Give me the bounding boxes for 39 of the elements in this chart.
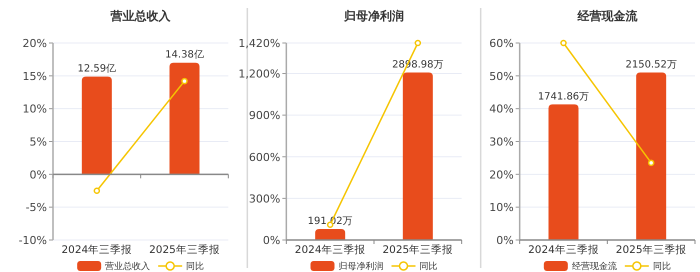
y-tick-label: 15% (22, 70, 47, 83)
legend-label: 营业总收入 (105, 261, 150, 272)
y-tick-label: 1,200% (238, 68, 280, 81)
x-tick-label: 2024年三季报 (61, 243, 132, 256)
y-tick-label: 60% (489, 37, 514, 50)
y-tick-label: 10% (489, 201, 514, 214)
y-tick-label: 20% (489, 168, 514, 182)
legend-label: 归母净利润 (338, 261, 384, 272)
chart-title: 归母净利润 (343, 9, 404, 23)
y-tick-label: -5% (26, 201, 47, 214)
data-label: 2150.52万 (625, 60, 677, 71)
y-tick-label: 1,420% (238, 37, 280, 50)
legend-label: 同比 (420, 261, 438, 272)
x-tick-label: 2025年三季报 (382, 243, 454, 256)
chart-title: 营业总收入 (110, 9, 172, 23)
y-tick-label: 30% (489, 136, 514, 148)
y-tick-label: -10% (18, 234, 47, 247)
data-label: 12.59亿 (78, 64, 116, 75)
legend-label: 同比 (652, 261, 671, 272)
y-tick-label: 5% (30, 136, 47, 148)
legend-label: 同比 (186, 261, 204, 272)
x-tick-label: 2025年三季报 (149, 243, 220, 256)
y-tick-label: 0% (496, 234, 514, 247)
y-tick-label: 0% (262, 234, 280, 247)
data-label: 1741.86万 (538, 91, 590, 102)
y-tick-label: 50% (489, 70, 514, 83)
y-tick-label: 900% (248, 109, 280, 122)
y-tick-label: 20% (22, 37, 47, 50)
y-tick-label: 10% (22, 102, 47, 116)
y-tick-label: 0% (30, 168, 47, 182)
chart-title: 经营现金流 (576, 9, 638, 23)
y-tick-label: 600% (248, 150, 280, 164)
data-label: 14.38亿 (165, 50, 204, 61)
x-tick-label: 2024年三季报 (528, 243, 599, 256)
y-tick-label: 300% (248, 192, 280, 206)
x-tick-label: 2025年三季报 (616, 243, 687, 256)
legend-label: 经营现金流 (572, 261, 617, 272)
y-tick-label: 40% (489, 102, 514, 116)
x-tick-label: 2024年三季报 (294, 243, 366, 256)
